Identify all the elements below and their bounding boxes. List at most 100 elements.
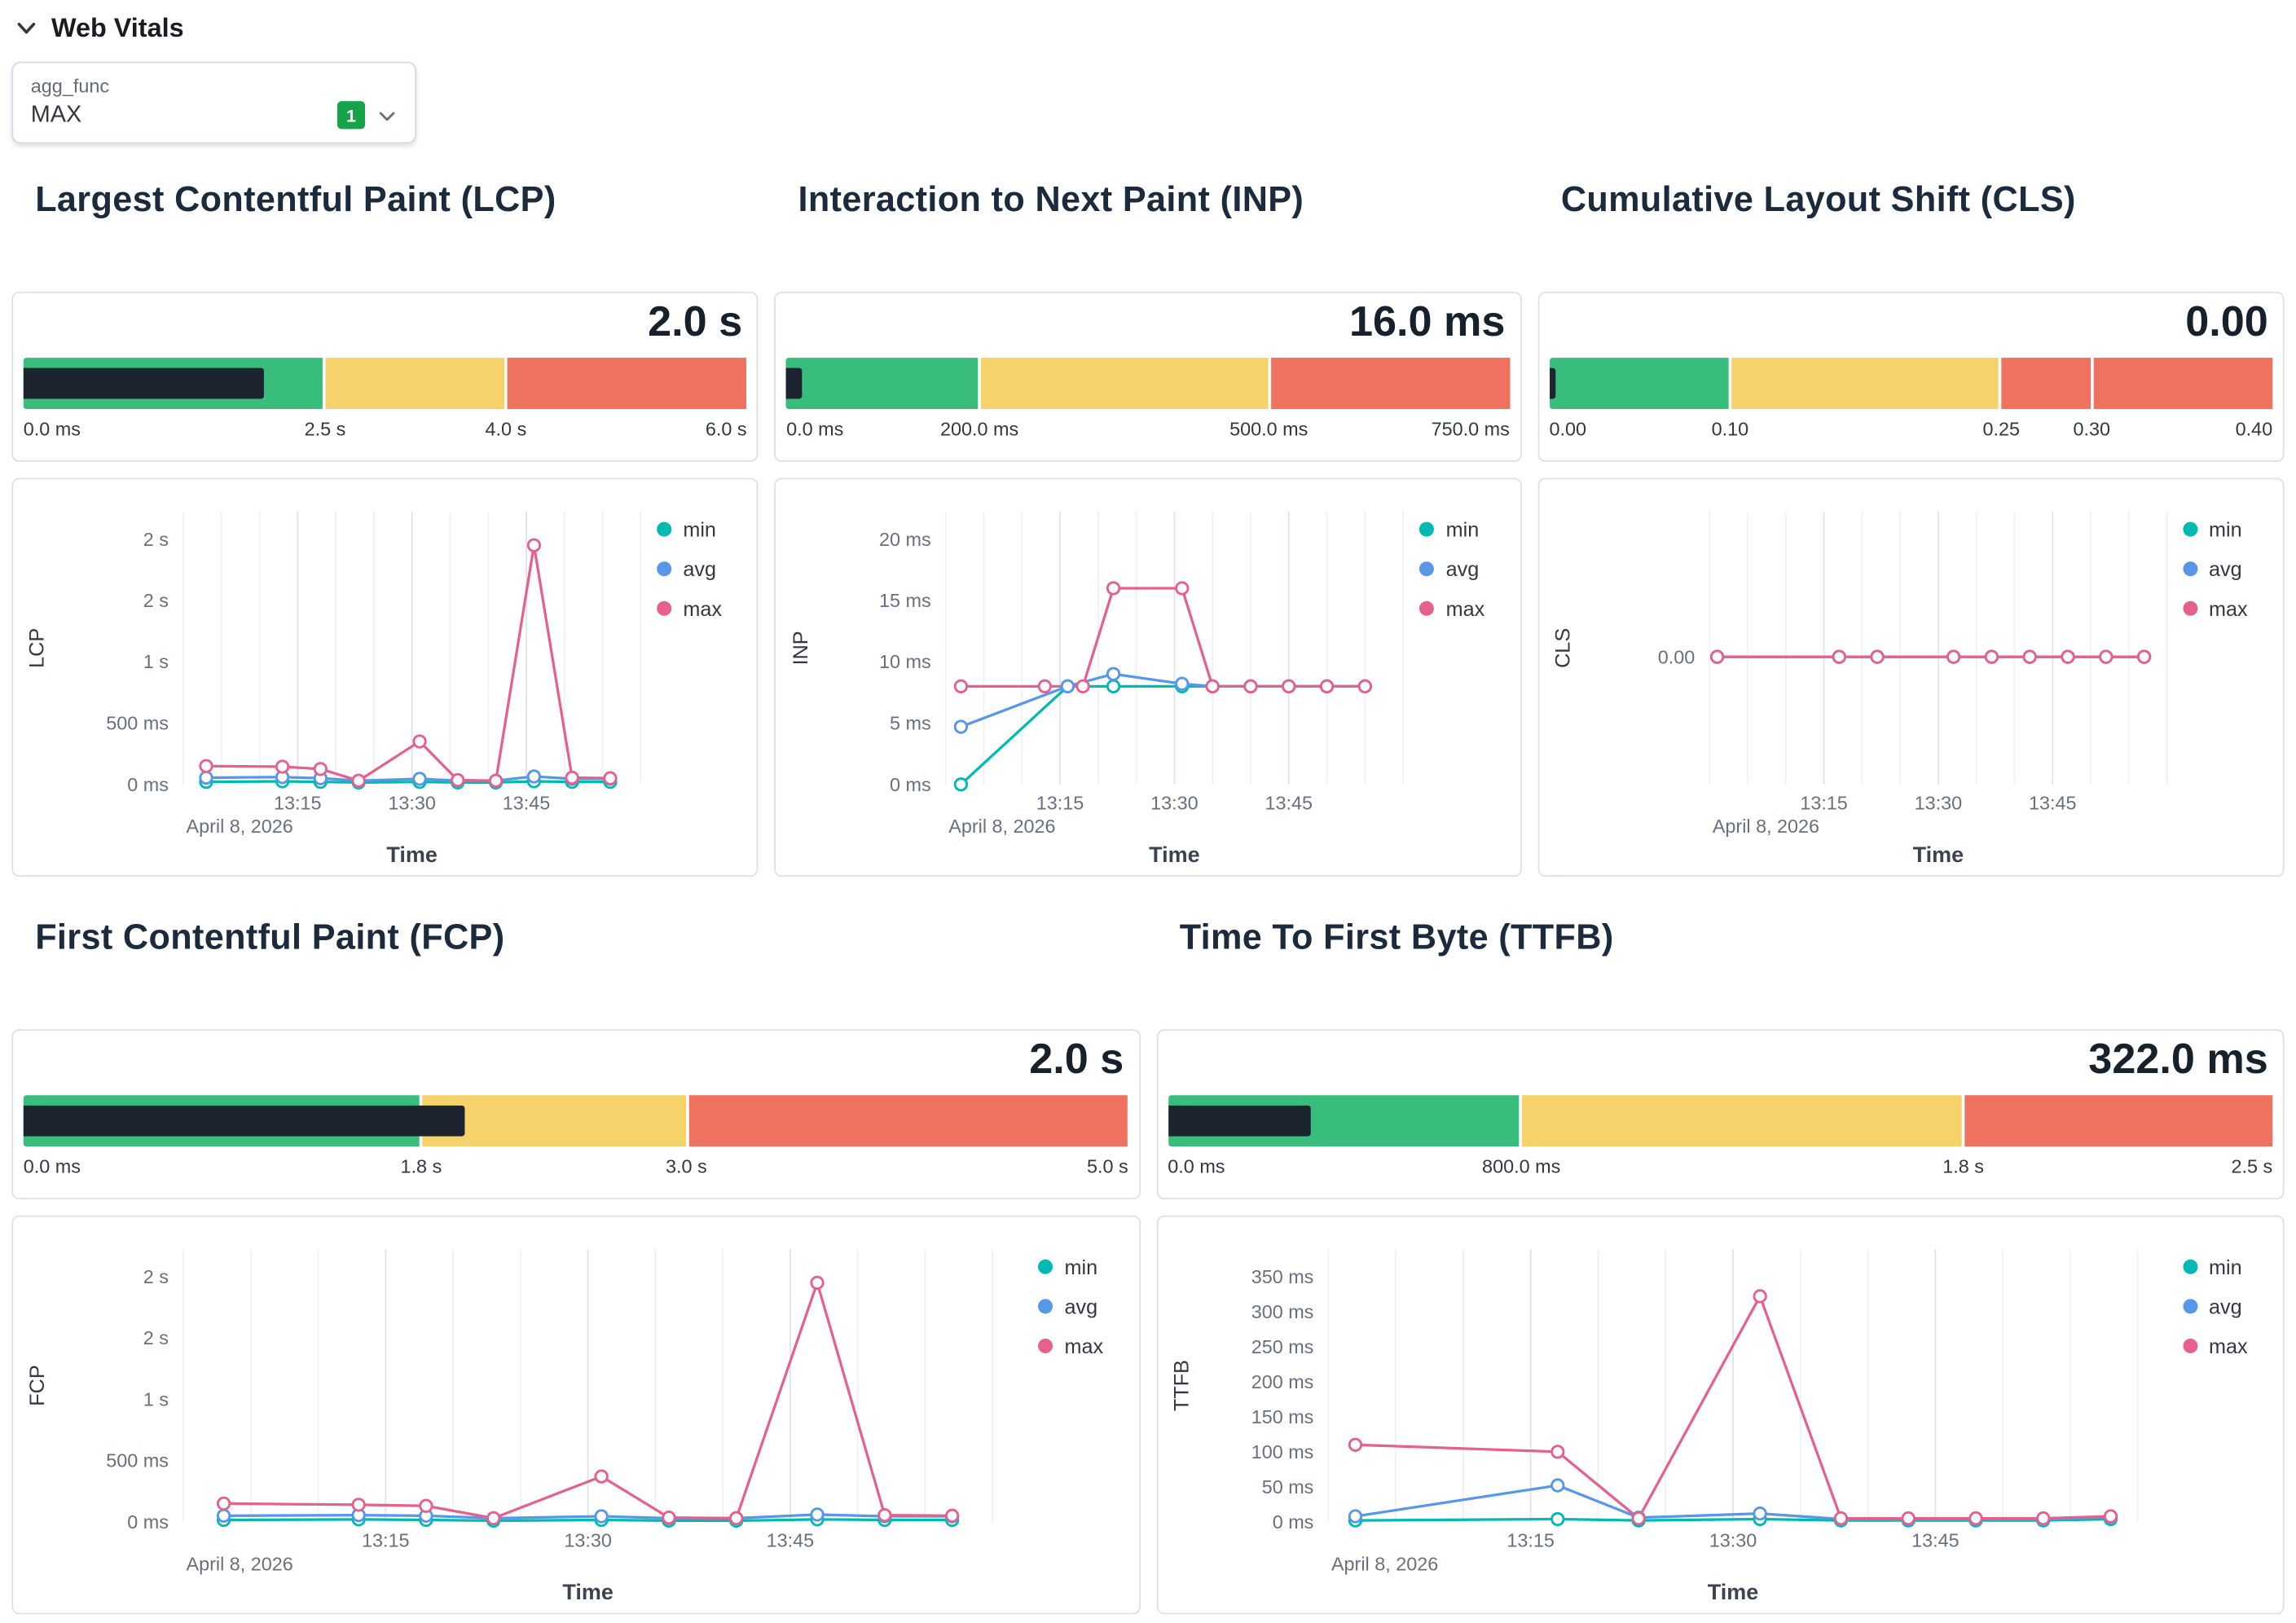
selection-count-badge: 1 <box>336 101 366 130</box>
max-data-point <box>1038 679 1053 693</box>
max-data-point <box>1984 649 1999 664</box>
max-data-point <box>1282 679 1296 693</box>
avg-data-point <box>412 772 427 786</box>
max-data-point <box>216 1496 231 1511</box>
x-tick-label: 13:30 <box>388 792 436 813</box>
max-data-point <box>412 734 427 749</box>
max-data-point <box>1358 679 1373 693</box>
min-data-point <box>1106 679 1121 693</box>
gauge-current-value: 16.0 ms <box>1348 299 1506 346</box>
avg-data-point <box>810 1507 825 1522</box>
max-data-point <box>594 1469 609 1484</box>
legend-dot <box>2182 1338 2197 1353</box>
legend-item-avg[interactable]: avg <box>2182 1294 2248 1318</box>
x-axis-date-label: April 8, 2026 <box>1331 1553 1437 1574</box>
legend-dot <box>2182 1259 2197 1274</box>
chart-legend: min avg max <box>656 517 722 620</box>
gauge-scale-label: 500.0 ms <box>1229 417 1309 440</box>
y-tick-label: 1 s <box>143 651 169 672</box>
gauge-scale-label: 0.40 <box>2235 417 2273 440</box>
y-axis-title: FCP <box>24 1365 49 1406</box>
legend-item-max[interactable]: max <box>2182 1335 2248 1357</box>
control-label: agg_func <box>30 74 110 97</box>
x-tick-label: 13:45 <box>503 792 551 813</box>
y-tick-label: 50 ms <box>1261 1476 1313 1498</box>
legend-dot <box>656 521 671 537</box>
cls-timeseries-chart[interactable]: 0.00 13:15 13:30 13:45 April 8, 2026 Time <box>1580 491 2196 865</box>
legend-item-avg[interactable]: avg <box>2182 557 2248 581</box>
legend-item-min[interactable]: min <box>2182 1255 2248 1278</box>
max-data-point <box>2060 649 2075 664</box>
gauge-value-indicator <box>23 367 265 399</box>
gauge-scale-label: 3.0 s <box>665 1155 707 1177</box>
min-series-line <box>222 1518 954 1523</box>
gauge-current-value: 2.0 s <box>1029 1036 1124 1084</box>
gauge-scale-label: 800.0 ms <box>1482 1155 1561 1177</box>
avg-data-point <box>1347 1509 1362 1524</box>
y-axis-title: LCP <box>24 627 49 668</box>
gauge-scale: 0.0 ms 1.8 s 3.0 s 5.0 s <box>24 1155 1128 1179</box>
max-data-point <box>1076 679 1091 693</box>
legend-item-min[interactable]: min <box>2182 517 2248 541</box>
gauge-scale-label: 0.0 ms <box>1168 1155 1225 1177</box>
legend-item-max[interactable]: max <box>2182 596 2248 620</box>
legend-dot <box>1038 1338 1053 1353</box>
gauge-threshold-bar <box>23 1095 1128 1147</box>
x-tick-label: 13:30 <box>1709 1529 1757 1550</box>
y-axis-title: TTFB <box>1169 1360 1193 1412</box>
y-axis-title-wrap: FCP <box>19 1217 54 1555</box>
inp-chart-card: INP 20 ms 15 ms 10 ms 5 ms 0 ms 13:15 13:30 13:… <box>774 477 1522 877</box>
min-data-point <box>954 777 969 792</box>
fcp-timeseries-chart[interactable]: 2 s 2 s 1 s 500 ms 0 ms 13:15 13:30 13:45 April … <box>55 1229 1023 1603</box>
y-tick-label: 1 s <box>143 1388 169 1410</box>
legend-item-max[interactable]: max <box>1038 1335 1103 1357</box>
legend-item-avg[interactable]: avg <box>1419 557 1484 581</box>
avg-series-line <box>205 775 612 782</box>
max-data-point <box>1106 581 1121 596</box>
legend-item-max[interactable]: max <box>656 596 722 620</box>
x-axis-title: Time <box>562 1580 614 1603</box>
x-tick-label: 13:15 <box>274 792 322 813</box>
gauge-current-value: 2.0 s <box>648 299 743 346</box>
panel-title: Time To First Byte (TTFB) <box>1179 917 1614 958</box>
y-tick-label: 5 ms <box>891 713 932 734</box>
agg-func-control[interactable]: agg_func MAX 1 <box>11 61 417 144</box>
gauge-scale-label: 0.10 <box>1711 417 1749 440</box>
gauge-scale-label: 0.25 <box>1982 417 2021 440</box>
y-tick-label: 10 ms <box>880 651 932 672</box>
lcp-timeseries-chart[interactable]: 2 s 2 s 1 s 500 ms 0 ms 13:15 13:30 13:45 April … <box>55 491 671 865</box>
gauge-segment-red <box>688 1095 1128 1147</box>
y-axis-title-wrap: CLS <box>1545 479 1580 816</box>
x-axis-title: Time <box>1150 842 1201 865</box>
legend-item-max[interactable]: max <box>1419 596 1484 620</box>
legend-item-avg[interactable]: avg <box>656 556 722 581</box>
chevron-down-icon[interactable] <box>15 16 38 40</box>
legend-label: min <box>1445 517 1480 542</box>
lcp-panel: Largest Contentful Paint (LCP) 2.0 s 0.0… <box>11 180 759 877</box>
gauge-segment-yellow <box>980 358 1269 410</box>
max-series-line <box>205 543 612 782</box>
section-header[interactable]: Web Vitals <box>11 9 2284 47</box>
chevron-down-icon[interactable] <box>376 105 397 125</box>
max-data-point <box>944 1508 960 1523</box>
legend-label: avg <box>683 556 716 581</box>
chart-legend: min avg max <box>1419 517 1484 620</box>
legend-item-min[interactable]: min <box>656 517 722 541</box>
legend-item-min[interactable]: min <box>1419 517 1484 541</box>
x-tick-label: 13:45 <box>1265 792 1313 813</box>
max-data-point <box>313 762 328 776</box>
legend-item-min[interactable]: min <box>1038 1255 1103 1278</box>
x-axis-title: Time <box>1912 842 1964 865</box>
max-data-point <box>526 538 542 552</box>
inp-timeseries-chart[interactable]: 20 ms 15 ms 10 ms 5 ms 0 ms 13:15 13:30 13:45 Ap… <box>817 491 1433 865</box>
y-tick-label: 500 ms <box>106 713 169 734</box>
legend-label: avg <box>2209 1294 2242 1318</box>
ttfb-timeseries-chart[interactable]: 350 ms 300 ms 250 ms 200 ms 150 ms 100 ms 50 m… <box>1199 1229 2166 1603</box>
y-tick-label: 0.00 <box>1657 646 1695 667</box>
legend-label: max <box>1445 596 1485 621</box>
x-tick-label: 13:15 <box>362 1529 410 1550</box>
section-title: Web Vitals <box>51 12 184 42</box>
legend-item-avg[interactable]: avg <box>1038 1295 1103 1318</box>
avg-data-point <box>216 1508 231 1523</box>
